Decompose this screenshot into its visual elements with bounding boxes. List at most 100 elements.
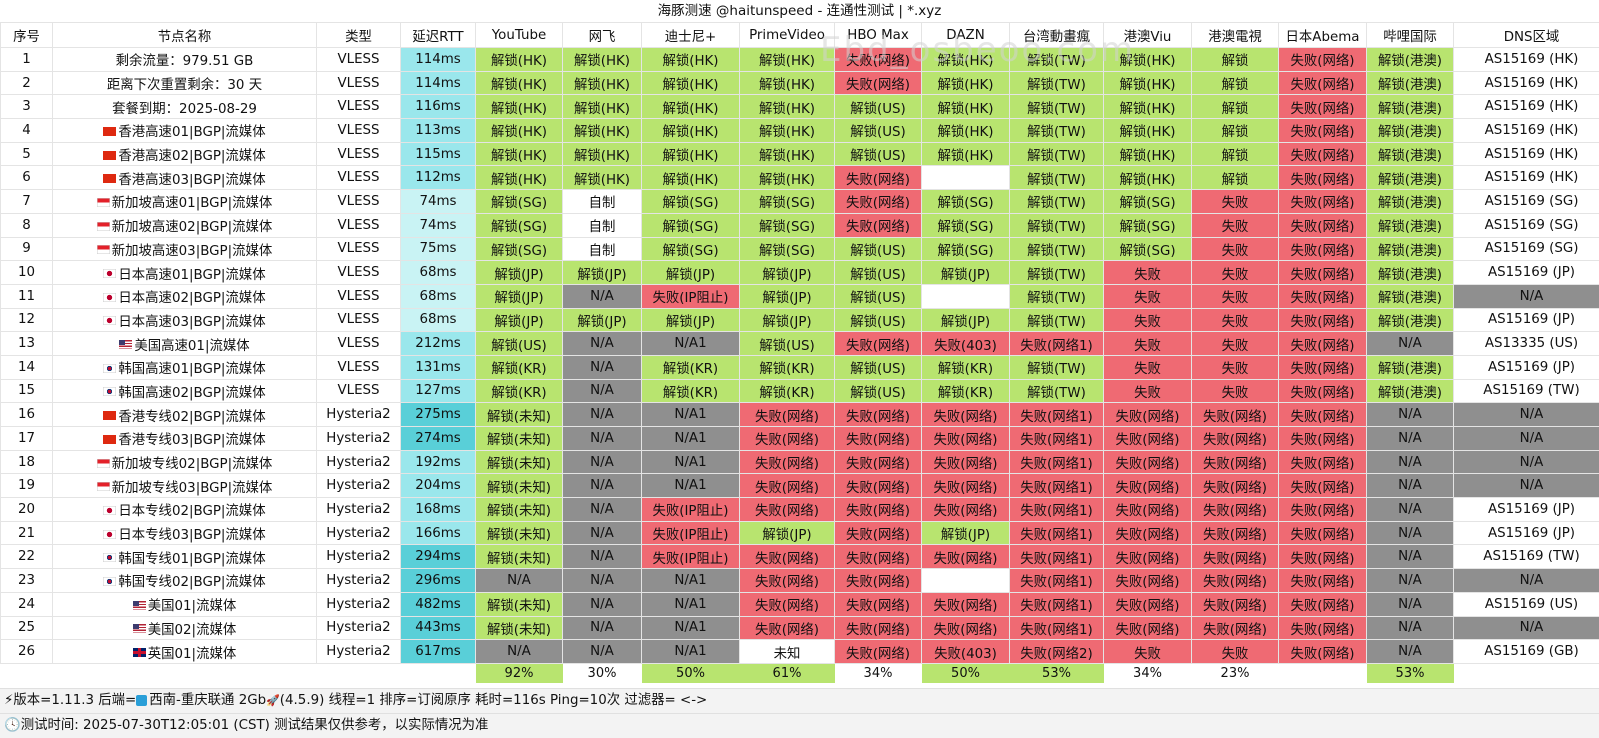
unlock-result-cell: 解锁(HK): [476, 48, 563, 72]
column-header[interactable]: 台湾動畫瘋: [1010, 23, 1104, 48]
unlock-result-cell: 解锁(TW): [1010, 261, 1104, 285]
latency-cell: 168ms: [401, 498, 476, 522]
unlock-result-cell: 失败(网络): [1104, 569, 1192, 593]
node-name: 香港专线03|BGP|流媒体: [53, 427, 317, 451]
column-header[interactable]: 网飞: [563, 23, 642, 48]
unlock-result-cell: 失败(网络): [1192, 450, 1279, 474]
unlock-result-cell: 失败(网络): [922, 403, 1010, 427]
unlock-result-cell: 未知: [740, 640, 835, 664]
unlock-result-cell: 解锁(SG): [1104, 190, 1192, 214]
flag-hk-icon: [103, 411, 116, 420]
flag-jp-icon: [103, 530, 116, 539]
node-type: Hysteria2: [317, 616, 401, 640]
unlock-result-cell: 失败(网络): [1279, 379, 1367, 403]
unlock-result-cell: 失败(网络): [835, 166, 922, 190]
unlock-result-cell: N/A: [1454, 284, 1599, 308]
unlock-result-cell: 解锁(JP): [476, 261, 563, 285]
unlock-result-cell: N/A: [1367, 450, 1454, 474]
unlock-result-cell: 失败: [1192, 213, 1279, 237]
unlock-result-cell: N/A: [476, 569, 563, 593]
unlock-result-cell: 解锁(HK): [642, 71, 740, 95]
column-header[interactable]: 港澳Viu: [1104, 23, 1192, 48]
unlock-result-cell: 解锁(TW): [1010, 142, 1104, 166]
node-type: Hysteria2: [317, 498, 401, 522]
column-header[interactable]: 延迟RTT: [401, 23, 476, 48]
unlock-result-cell: 解锁(SG): [1104, 237, 1192, 261]
node-name: 香港高速02|BGP|流媒体: [53, 142, 317, 166]
unlock-result-cell: 解锁(HK): [476, 95, 563, 119]
unlock-result-cell: 失败: [1104, 640, 1192, 664]
unlock-result-cell: 解锁: [1192, 142, 1279, 166]
unlock-result-cell: 失败(网络): [740, 498, 835, 522]
column-header[interactable]: PrimeVideo: [740, 23, 835, 48]
column-header[interactable]: 哔哩国际: [1367, 23, 1454, 48]
row-index: 15: [1, 379, 53, 403]
unlock-result-cell: N/A: [1367, 474, 1454, 498]
node-name-text: 日本高速01|BGP|流媒体: [118, 268, 265, 283]
unlock-result-cell: 解锁(HK): [1104, 119, 1192, 143]
unlock-result-cell: 失败: [1192, 284, 1279, 308]
unlock-result-cell: 解锁(KR): [476, 355, 563, 379]
column-header[interactable]: 日本Abema: [1279, 23, 1367, 48]
row-index: 19: [1, 474, 53, 498]
column-header[interactable]: 序号: [1, 23, 53, 48]
node-type: VLESS: [317, 308, 401, 332]
unlock-result-cell: N/A: [1454, 474, 1599, 498]
unlock-result-cell: N/A: [563, 498, 642, 522]
unlock-result-cell: 失败: [1192, 355, 1279, 379]
column-header[interactable]: DNS区域: [1454, 23, 1599, 48]
column-header[interactable]: HBO Max: [835, 23, 922, 48]
unlock-result-cell: 失败(网络): [1279, 284, 1367, 308]
node-name: 日本高速02|BGP|流媒体: [53, 284, 317, 308]
unlock-result-cell: AS15169 (JP): [1454, 355, 1599, 379]
unlock-result-cell: 解锁(HK): [642, 48, 740, 72]
node-type: VLESS: [317, 237, 401, 261]
unlock-result-cell: 解锁(TW): [1010, 237, 1104, 261]
unlock-result-cell: 失败(网络): [835, 427, 922, 451]
unlock-result-cell: 失败(IP阻止): [642, 545, 740, 569]
column-header[interactable]: 节点名称: [53, 23, 317, 48]
column-header[interactable]: YouTube: [476, 23, 563, 48]
flag-us-icon: [133, 624, 146, 633]
unlock-result-cell: 解锁(TW): [1010, 95, 1104, 119]
unlock-result-cell: 解锁(JP): [642, 261, 740, 285]
unlock-result-cell: 解锁(HK): [563, 166, 642, 190]
flag-jp-icon: [103, 316, 116, 325]
column-header[interactable]: 港澳電視: [1192, 23, 1279, 48]
unlock-result-cell: 解锁(US): [835, 95, 922, 119]
node-name: 日本专线02|BGP|流媒体: [53, 498, 317, 522]
row-index: 25: [1, 616, 53, 640]
column-header[interactable]: 迪士尼+: [642, 23, 740, 48]
column-header[interactable]: DAZN: [922, 23, 1010, 48]
column-header[interactable]: 类型: [317, 23, 401, 48]
unlock-result-cell: 失败(网络): [1279, 332, 1367, 356]
unlock-rate-cell: 53%: [1010, 663, 1104, 683]
unlock-result-cell: 解锁(港澳): [1367, 355, 1454, 379]
